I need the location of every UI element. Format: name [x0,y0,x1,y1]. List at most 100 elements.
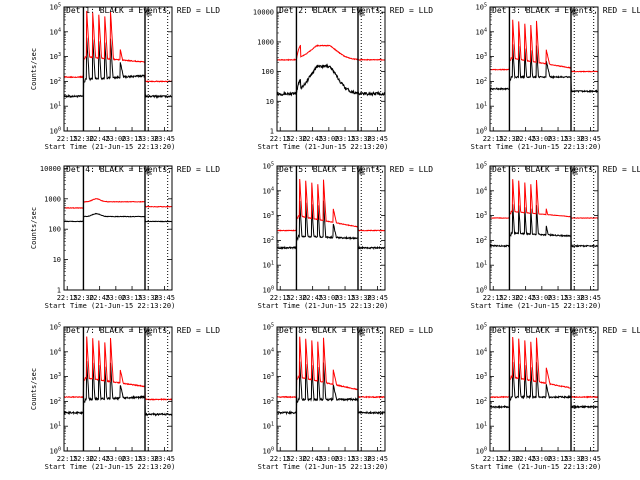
y-axis-label: Counts/sec [30,368,38,410]
flag-label: L [147,8,151,16]
y-tick-label: 101 [50,102,61,111]
x-tick-label: 23:45 [580,135,601,143]
x-tick-label: 22:30 [73,455,94,463]
x-tick-label: 23:45 [367,455,388,463]
plot-frame [63,165,173,291]
series-line-events [490,44,598,94]
x-tick-label: 23:45 [580,294,601,302]
y-tick-label: 103 [263,211,274,220]
x-tick-label: 22:30 [73,294,94,302]
y-tick-label: 10000 [253,9,274,17]
y-tick-label: 100 [476,127,487,136]
x-tick-label: 23:15 [122,455,143,463]
y-tick-label: 100 [263,286,274,295]
x-tick-label: 22:15 [483,135,504,143]
flag-label: L [147,328,151,336]
y-tick-label: 103 [50,372,61,381]
y-axis-label: Counts/sec [30,207,38,249]
y-tick-label: 105 [50,3,61,12]
y-tick-label: 10 [53,256,61,264]
flag-label: L [573,167,577,175]
y-tick-label: 104 [263,347,274,356]
series-line-lld [64,10,172,83]
x-tick-label: 23:30 [564,455,585,463]
x-tick-label: 23:30 [351,455,372,463]
y-axis-label: Counts/sec [30,48,38,90]
flag-label: L [573,328,577,336]
series-line-events [277,63,385,97]
flag-label: L [360,328,364,336]
x-tick-label: 22:15 [57,455,78,463]
x-axis-label: Start Time (21-Jun-15 22:13:20) [471,302,602,310]
x-tick-label: 23:45 [367,294,388,302]
x-tick-label: 22:45 [89,135,110,143]
x-tick-label: 23:30 [564,135,585,143]
x-tick-label: 22:45 [515,294,536,302]
x-tick-label: 22:30 [286,294,307,302]
plot-frame [63,6,173,132]
flag-label: L [360,8,364,16]
series-line-lld [490,19,598,73]
x-axis-label: Start Time (21-Jun-15 22:13:20) [471,143,602,151]
flag-label: L [360,167,364,175]
y-tick-label: 105 [263,162,274,171]
plot-frame [489,6,599,132]
y-tick-label: 101 [476,422,487,431]
x-axis-label: Start Time (21-Jun-15 22:13:20) [258,143,389,151]
y-tick-label: 101 [263,422,274,431]
x-tick-label: 22:30 [499,135,520,143]
x-tick-label: 22:15 [57,135,78,143]
x-tick-label: 23:00 [105,455,126,463]
series-line-events [490,361,598,410]
plot-frame [276,6,386,132]
y-tick-label: 102 [50,397,61,406]
x-tick-label: 23:15 [335,294,356,302]
y-tick-label: 1000 [44,195,61,203]
y-tick-label: 105 [263,323,274,332]
x-tick-label: 23:15 [548,135,569,143]
x-tick-label: 23:30 [351,135,372,143]
x-axis-label: Start Time (21-Jun-15 22:13:20) [45,143,176,151]
panel-title: Det 6: BLACK = Events, RED = LLD [492,165,640,174]
x-tick-label: 22:45 [302,455,323,463]
x-tick-label: 23:00 [531,135,552,143]
x-tick-label: 22:45 [302,294,323,302]
y-tick-label: 105 [476,323,487,332]
x-tick-label: 23:00 [105,294,126,302]
series-line-lld [277,44,385,62]
y-tick-label: 102 [50,77,61,86]
y-tick-label: 101 [263,261,274,270]
x-tick-label: 23:30 [138,294,159,302]
x-tick-label: 22:15 [270,455,291,463]
series-line-lld [490,179,598,219]
x-tick-label: 23:15 [548,455,569,463]
y-tick-label: 103 [476,211,487,220]
x-tick-label: 23:30 [564,294,585,302]
plot-frame [63,326,173,452]
series-line-lld [64,197,172,209]
y-tick-label: 105 [476,162,487,171]
x-tick-label: 23:45 [580,455,601,463]
x-tick-label: 23:00 [531,294,552,302]
y-tick-label: 101 [50,422,61,431]
y-tick-label: 103 [476,52,487,61]
y-tick-label: 102 [476,236,487,245]
x-tick-label: 23:15 [122,294,143,302]
x-tick-label: 23:00 [318,135,339,143]
plot-frame [276,165,386,291]
plot-frame [276,326,386,452]
y-tick-label: 104 [50,27,61,36]
y-tick-label: 10 [266,98,274,106]
series-line-lld [64,336,172,401]
y-tick-label: 100 [263,447,274,456]
panel-title: Det 8: BLACK = Events, RED = LLD [279,326,433,335]
x-tick-label: 23:00 [318,294,339,302]
y-tick-label: 101 [476,102,487,111]
x-tick-label: 23:15 [335,135,356,143]
y-tick-label: 100 [50,447,61,456]
